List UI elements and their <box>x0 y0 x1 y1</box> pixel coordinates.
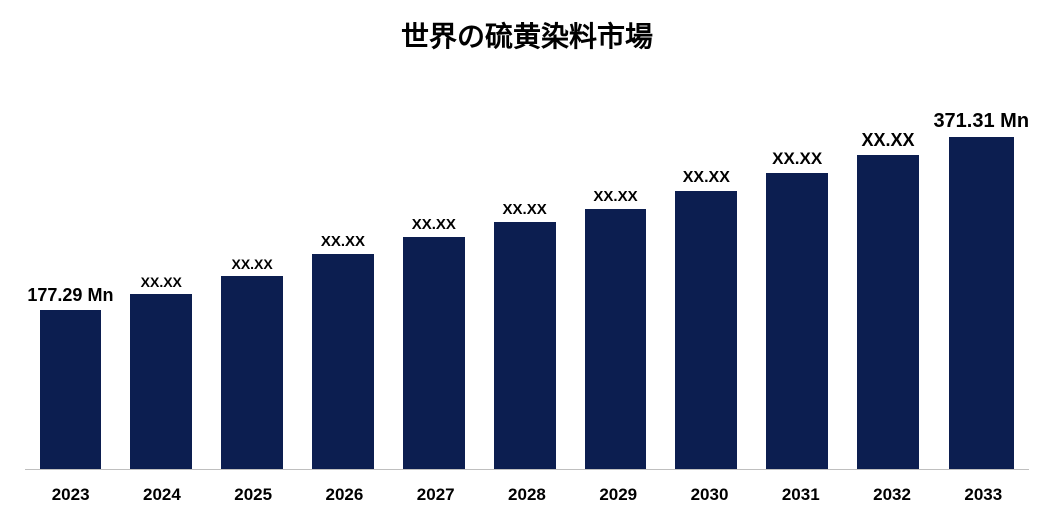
x-axis-label: 2028 <box>481 485 572 505</box>
bar-slot: XX.XX <box>752 110 843 469</box>
bar-value-label: XX.XX <box>593 188 637 205</box>
x-axis-label: 2026 <box>299 485 390 505</box>
bar <box>675 191 737 469</box>
bar <box>40 310 102 469</box>
bar-slot: XX.XX <box>843 110 934 469</box>
x-axis-label: 2025 <box>208 485 299 505</box>
x-axis-label: 2027 <box>390 485 481 505</box>
bar-slot: XX.XX <box>207 110 298 469</box>
bar-value-label: XX.XX <box>862 130 915 151</box>
x-axis-label: 2032 <box>846 485 937 505</box>
bar <box>494 222 556 469</box>
bar <box>949 137 1014 469</box>
bar-slot: XX.XX <box>116 110 207 469</box>
x-axis-label: 2030 <box>664 485 755 505</box>
x-axis-label: 2033 <box>938 485 1029 505</box>
bar-slot: XX.XX <box>479 110 570 469</box>
bar-value-label: XX.XX <box>503 201 547 218</box>
plot-area: 177.29 Mn XX.XX XX.XX XX.XX XX.XX XX.XX XX.XX X… <box>25 110 1029 470</box>
x-axis-label: 2031 <box>755 485 846 505</box>
bar <box>312 254 374 469</box>
bar <box>766 173 828 469</box>
bar-slot: XX.XX <box>388 110 479 469</box>
x-axis: 2023202420252026202720282029203020312032… <box>25 485 1029 505</box>
bar <box>130 294 192 469</box>
bar-slot: XX.XX <box>298 110 389 469</box>
bar-value-label: XX.XX <box>231 256 272 272</box>
x-axis-label: 2023 <box>25 485 116 505</box>
chart-container: 世界の硫黄染料市場 177.29 Mn XX.XX XX.XX XX.XX XX.XX X… <box>0 0 1054 525</box>
bar <box>585 209 647 469</box>
chart-title: 世界の硫黄染料市場 <box>0 15 1054 55</box>
bars-group: 177.29 Mn XX.XX XX.XX XX.XX XX.XX XX.XX XX.XX X… <box>25 110 1029 469</box>
bar <box>403 237 465 469</box>
bar-value-label: 177.29 Mn <box>27 285 113 306</box>
x-axis-label: 2024 <box>116 485 207 505</box>
bar-slot: 371.31 Mn <box>933 110 1029 469</box>
bar-value-label: XX.XX <box>412 216 456 233</box>
bar-value-label: 371.31 Mn <box>933 110 1029 133</box>
bar <box>857 155 919 469</box>
bar-value-label: XX.XX <box>772 149 822 169</box>
x-axis-label: 2029 <box>573 485 664 505</box>
bar-slot: XX.XX <box>570 110 661 469</box>
bar-slot: 177.29 Mn <box>25 110 116 469</box>
bar-slot: XX.XX <box>661 110 752 469</box>
bar-value-label: XX.XX <box>683 169 730 187</box>
bar <box>221 276 283 469</box>
bar-value-label: XX.XX <box>321 233 365 250</box>
bar-value-label: XX.XX <box>141 274 182 290</box>
